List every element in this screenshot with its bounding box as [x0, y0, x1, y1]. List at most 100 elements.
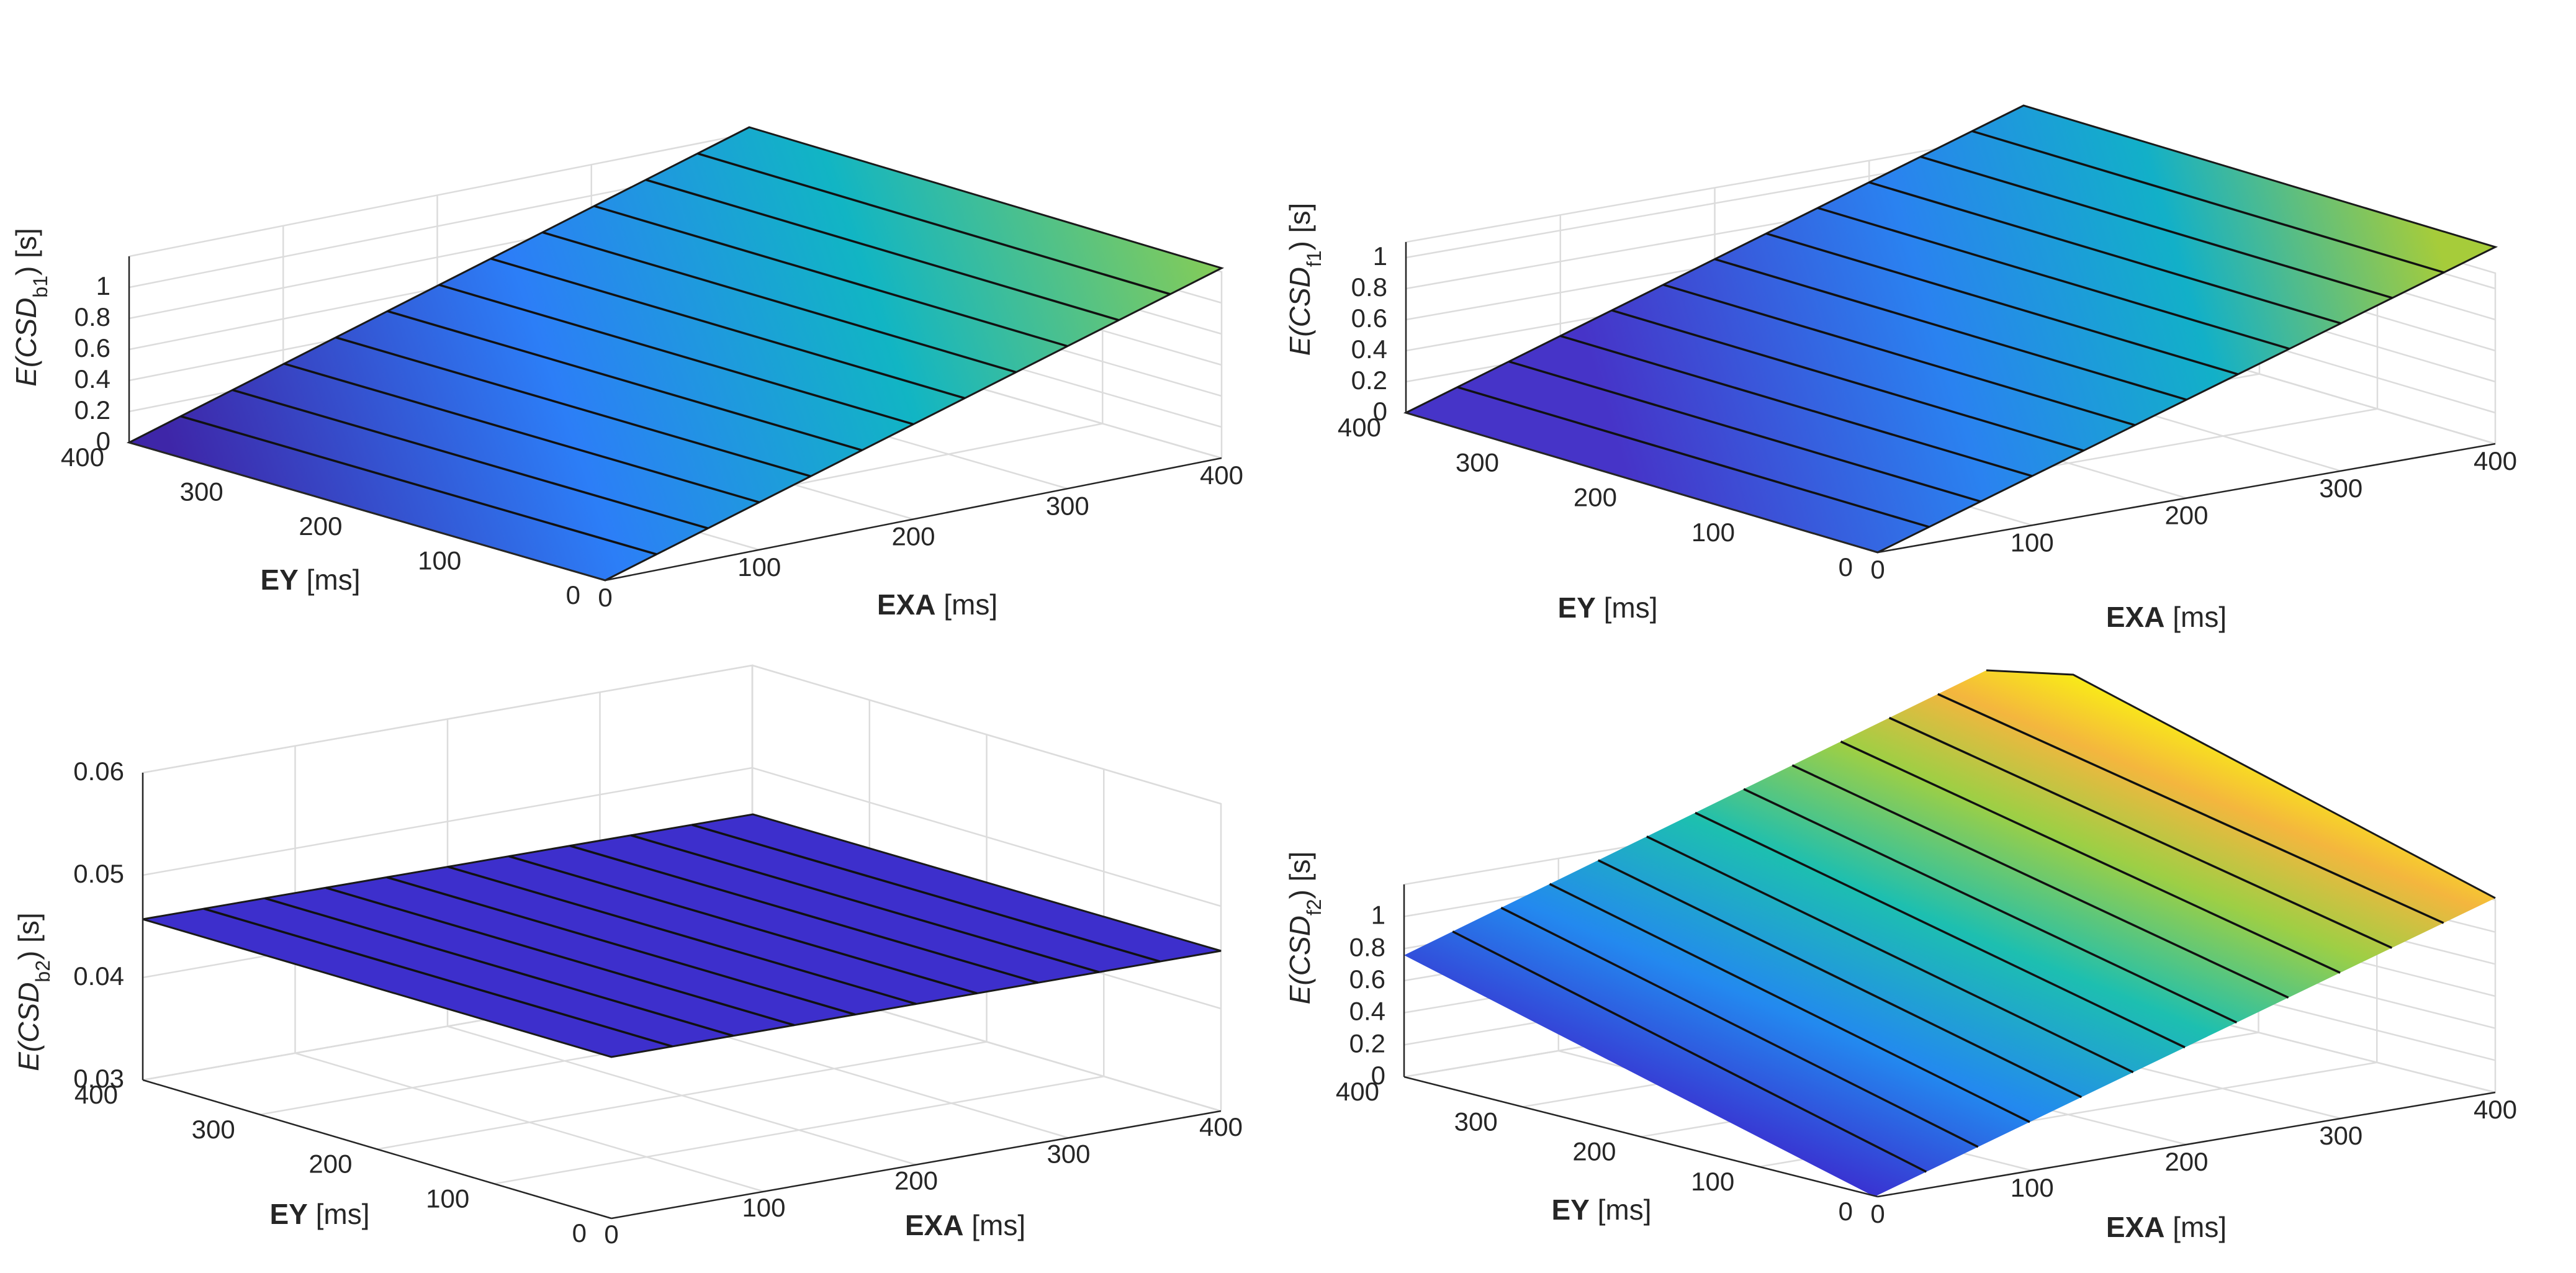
y-tick-label: 200: [1574, 483, 1617, 512]
plot-b1-axes: 0100200300400010020030040000.20.40.60.81…: [10, 228, 1243, 621]
contour-line: [1888, 716, 2393, 949]
plot-b2-axes: 010020030040001002003004000.030.040.050.…: [12, 757, 1243, 1249]
contour-line: [1597, 859, 2083, 1099]
contour-line: [1868, 181, 2341, 325]
x-tick-label: 0: [604, 1220, 618, 1249]
x-tick-label: 200: [2164, 501, 2208, 530]
contour-line: [1663, 284, 2136, 426]
x-tick-label: 0: [1870, 555, 1885, 584]
y-axis-label: EY [ms]: [260, 564, 360, 596]
contour-line: [1452, 930, 1927, 1173]
y-tick-label: 100: [1691, 1167, 1734, 1196]
contour-line: [1549, 883, 2030, 1123]
surface-f2-contours: [1452, 693, 2444, 1173]
y-tick-label: 400: [1336, 1077, 1379, 1106]
surface-f2-edge: [1986, 669, 2496, 899]
x-tick-label: 100: [2011, 528, 2054, 557]
contour-line: [1765, 232, 2238, 376]
y-tick-label: 400: [74, 1080, 118, 1109]
y-axis-line: [142, 1079, 612, 1220]
y-tick-label: 300: [180, 477, 223, 506]
z-tick-label: 0.4: [1351, 335, 1387, 364]
contour-line: [508, 855, 978, 995]
contour-line: [1646, 835, 2134, 1074]
x-tick-label: 100: [737, 552, 781, 582]
surface-f1-contours: [1457, 130, 2444, 528]
x-tick-label: 400: [2474, 1095, 2517, 1124]
y-tick-label: 100: [1691, 518, 1735, 547]
contour-line: [646, 178, 1119, 322]
x-tick-label: 200: [894, 1166, 938, 1195]
contour-line: [1508, 360, 1981, 503]
contour-line: [1937, 693, 2444, 924]
z-axis-label: E(CSDf1) [s]: [1284, 203, 1325, 356]
y-tick-label: 0: [566, 580, 580, 610]
contour-line: [180, 415, 657, 556]
y-axis-line: [1405, 412, 1878, 554]
x-tick-label: 300: [1047, 1139, 1090, 1168]
z-tick-label: 0.03: [73, 1064, 124, 1093]
surface-b2-contours: [203, 824, 1161, 1048]
z-tick-label: 0.2: [1349, 1028, 1385, 1058]
x-axis-line: [611, 1110, 1222, 1220]
x-axis-label: EXA [ms]: [2106, 1211, 2227, 1243]
contour-line: [448, 865, 917, 1005]
contour-line: [439, 284, 914, 426]
z-tick-label: 0.6: [1349, 965, 1385, 994]
contour-line: [593, 205, 1068, 348]
z-tick-label: 0: [96, 426, 110, 456]
x-tick-label: 300: [2319, 1121, 2362, 1150]
y-axis-label: EY [ms]: [1551, 1194, 1651, 1226]
z-axis-label: E(CSDb2) [s]: [12, 912, 54, 1071]
z-tick-label: 0: [1371, 1061, 1385, 1090]
surface-b1-contours: [180, 152, 1171, 556]
z-tick-label: 0.04: [73, 961, 124, 991]
z-tick-label: 1: [1371, 901, 1385, 930]
contour-line: [284, 362, 760, 503]
z-tick-label: 0.8: [1349, 932, 1385, 961]
y-tick-label: 200: [299, 511, 342, 541]
y-tick-label: 400: [61, 443, 104, 472]
x-tick-label: 0: [598, 583, 612, 612]
contour-line: [1791, 764, 2289, 999]
contour-line: [1840, 740, 2341, 974]
floor-gridline-y: [377, 1041, 987, 1150]
z-tick-label: 0.06: [73, 757, 124, 786]
contour-line: [569, 845, 1038, 984]
surface-plot-f1: 0100200300400010020030040000.20.40.60.81…: [1284, 104, 2517, 633]
z-tick-label: 0.4: [74, 364, 110, 394]
x-tick-label: 400: [1199, 1112, 1243, 1141]
y-tick-label: 0: [572, 1218, 587, 1248]
y-tick-label: 0: [1839, 552, 1853, 582]
surface-plot-f2: 0100200300400010020030040000.20.40.60.81…: [1284, 669, 2517, 1243]
plot-f2-axes: 0100200300400010020030040000.20.40.60.81…: [1284, 852, 2517, 1243]
y-tick-label: 300: [1456, 448, 1499, 477]
y-axis-line: [1403, 1076, 1878, 1198]
contour-line: [1714, 258, 2187, 401]
x-tick-label: 0: [1870, 1199, 1885, 1228]
contour-line: [630, 834, 1100, 973]
contour-line: [1920, 155, 2393, 299]
plot-f1-axes: 0100200300400010020030040000.20.40.60.81…: [1284, 203, 2517, 633]
z-tick-label: 0.8: [74, 302, 110, 331]
x-tick-label: 300: [2319, 474, 2362, 503]
x-axis-label: EXA [ms]: [2106, 601, 2227, 633]
contour-line: [697, 152, 1171, 295]
surface-plot-b1: 0100200300400010020030040000.20.40.60.81…: [10, 126, 1243, 621]
x-axis-line: [1877, 1091, 2496, 1198]
x-axis-line: [1877, 443, 2496, 554]
y-axis-label: EY [ms]: [1557, 592, 1657, 624]
y-tick-label: 200: [1572, 1137, 1616, 1166]
z-tick-label: 1: [96, 271, 110, 300]
contour-line: [1611, 309, 2084, 452]
y-tick-label: 400: [1338, 413, 1381, 442]
contour-line: [264, 897, 734, 1037]
z-gridline: [142, 664, 1222, 805]
z-tick-label: 0.6: [1351, 304, 1387, 333]
z-gridline: [142, 767, 1222, 907]
contour-line: [1817, 207, 2290, 350]
contour-line: [232, 389, 708, 529]
z-tick-label: 0: [1373, 397, 1387, 426]
contour-line: [1695, 811, 2186, 1049]
